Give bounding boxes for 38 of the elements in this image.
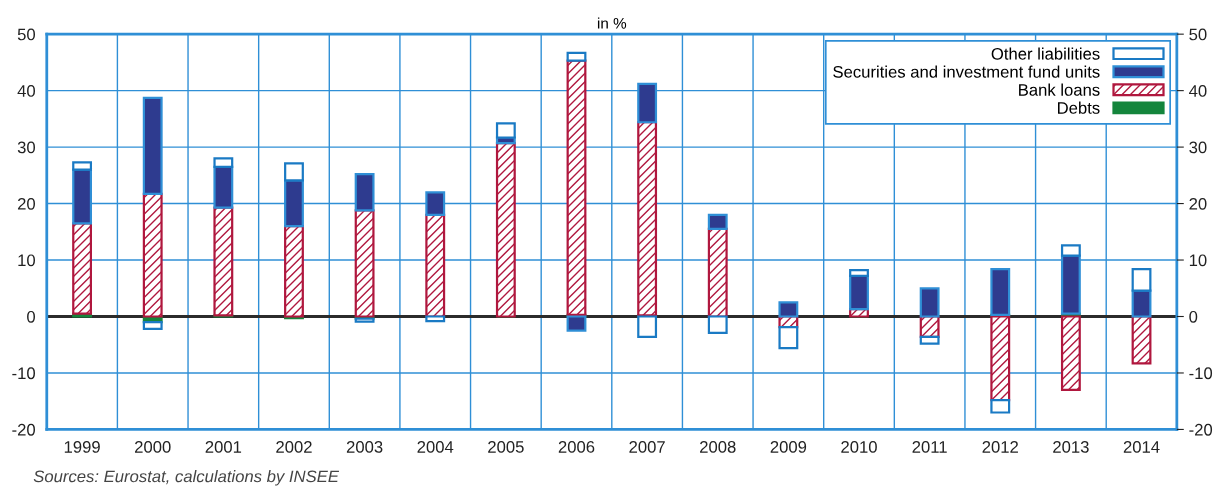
y2-tick-label: -20	[1189, 423, 1213, 436]
x-tick-label: 2003	[346, 440, 383, 453]
x-tick-label: 2014	[1123, 440, 1160, 453]
x-tick-label: 1999	[64, 440, 100, 453]
y-tick-label: 10	[18, 254, 36, 267]
y2-tick-label: 50	[1189, 28, 1207, 41]
y2-tick-label: 0	[1189, 310, 1198, 323]
y-tick-label: 30	[17, 141, 36, 154]
y-tick-label: 0	[27, 310, 36, 323]
chart-title: in %	[597, 17, 627, 29]
x-tick-label: 2000	[135, 440, 171, 453]
y2-tick-label: 30	[1189, 141, 1207, 154]
x-tick-label: 2005	[488, 440, 524, 453]
y2-tick-label: -10	[1189, 367, 1213, 380]
x-tick-label: 2010	[841, 440, 877, 453]
legend-label: Securities and investment fund units	[833, 65, 1100, 78]
y2-tick-label: 10	[1189, 254, 1207, 267]
source-note: Sources: Eurostat, calculations by INSEE	[33, 470, 340, 486]
y-tick-label: 40	[17, 85, 36, 97]
legend-label: Other liabilities	[991, 47, 1100, 60]
x-tick-label: 2004	[417, 440, 454, 453]
x-tick-label: 2009	[770, 440, 807, 453]
y2-tick-label: 20	[1189, 197, 1207, 210]
legend-label: Bank loans	[1019, 83, 1100, 96]
x-tick-label: 2012	[982, 440, 1018, 453]
x-tick-label: 2013	[1053, 440, 1089, 453]
x-tick-label: 2002	[276, 440, 312, 453]
x-tick-label: 2006	[558, 440, 595, 453]
y2-tick-label: 40	[1189, 85, 1207, 97]
y-tick-label: -10	[12, 367, 36, 380]
legend-label: Debts	[1058, 101, 1100, 114]
x-tick-label: 2008	[700, 440, 736, 453]
y-tick-label: 20	[17, 197, 36, 210]
x-tick-label: 2001	[205, 440, 242, 453]
x-tick-label: 2011	[912, 440, 947, 453]
x-tick-label: 2007	[629, 440, 665, 453]
y-tick-label: 50	[17, 28, 36, 41]
y-tick-label: -20	[12, 423, 36, 436]
